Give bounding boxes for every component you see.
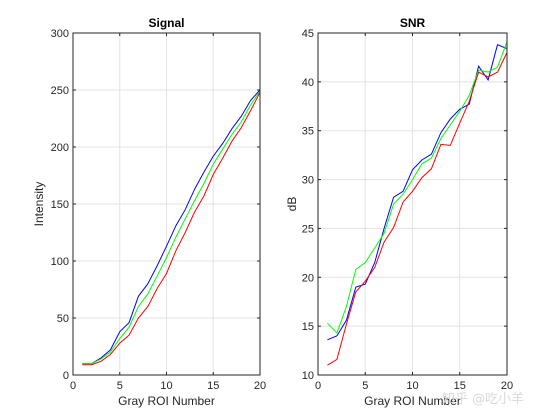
- chart0-series-line-1: [82, 90, 261, 365]
- chart1-series-line-0: [327, 44, 508, 341]
- watermark: 知乎 @吃小羊: [442, 391, 524, 407]
- chart1-x-tick-label: 15: [454, 380, 466, 392]
- chart1-y-tick-label: 40: [302, 77, 314, 89]
- chart1-y-tick-label: 45: [302, 28, 314, 40]
- chart1-series-line-2: [327, 52, 508, 366]
- chart1-y-tick-label: 35: [302, 126, 314, 138]
- chart0-y-tick-label: 300: [51, 28, 69, 40]
- chart1-title: SNR: [400, 16, 426, 30]
- chart0-x-tick-label: 0: [70, 380, 76, 392]
- chart0-x-tick-label: 5: [117, 380, 123, 392]
- chart0-y-axis-label: Intensity: [32, 182, 46, 227]
- chart1-x-tick-label: 5: [362, 380, 368, 392]
- chart1-x-axis-label: Gray ROI Number: [364, 394, 461, 408]
- chart1-y-tick-label: 30: [302, 175, 314, 187]
- chart0-y-tick-label: 200: [51, 142, 69, 154]
- chart1-series-line-1: [327, 41, 508, 334]
- chart0-title: Signal: [148, 16, 184, 30]
- chart1-y-tick-label: 25: [302, 223, 314, 235]
- chart0-x-tick-label: 20: [254, 380, 266, 392]
- chart1-x-tick-label: 10: [406, 380, 418, 392]
- chart0-x-tick-label: 10: [160, 380, 172, 392]
- chart1-y-tick-label: 10: [302, 370, 314, 382]
- chart0-series-line-2: [82, 92, 261, 366]
- chart0-series-line-0: [82, 89, 261, 365]
- chart0-x-axis-label: Gray ROI Number: [118, 394, 215, 408]
- chart0-y-tick-label: 150: [51, 199, 69, 211]
- chart0-y-tick-label: 0: [63, 370, 69, 382]
- snr-chart: 0 5 10 15 20 10 15 20 25 30 35 40 45 SNR Gray ROI Numb…: [285, 16, 513, 408]
- chart0-x-tick-label: 15: [207, 380, 219, 392]
- chart1-x-tick-label: 20: [501, 380, 513, 392]
- chart1-x-tick-label: 0: [315, 380, 321, 392]
- chart1-y-axis-label: dB: [285, 197, 299, 212]
- chart0-y-tick-label: 100: [51, 256, 69, 268]
- chart1-y-tick-label: 20: [302, 272, 314, 284]
- chart0-y-tick-label: 50: [57, 313, 69, 325]
- chart0-y-tick-label: 250: [51, 85, 69, 97]
- chart1-y-tick-label: 15: [302, 321, 314, 333]
